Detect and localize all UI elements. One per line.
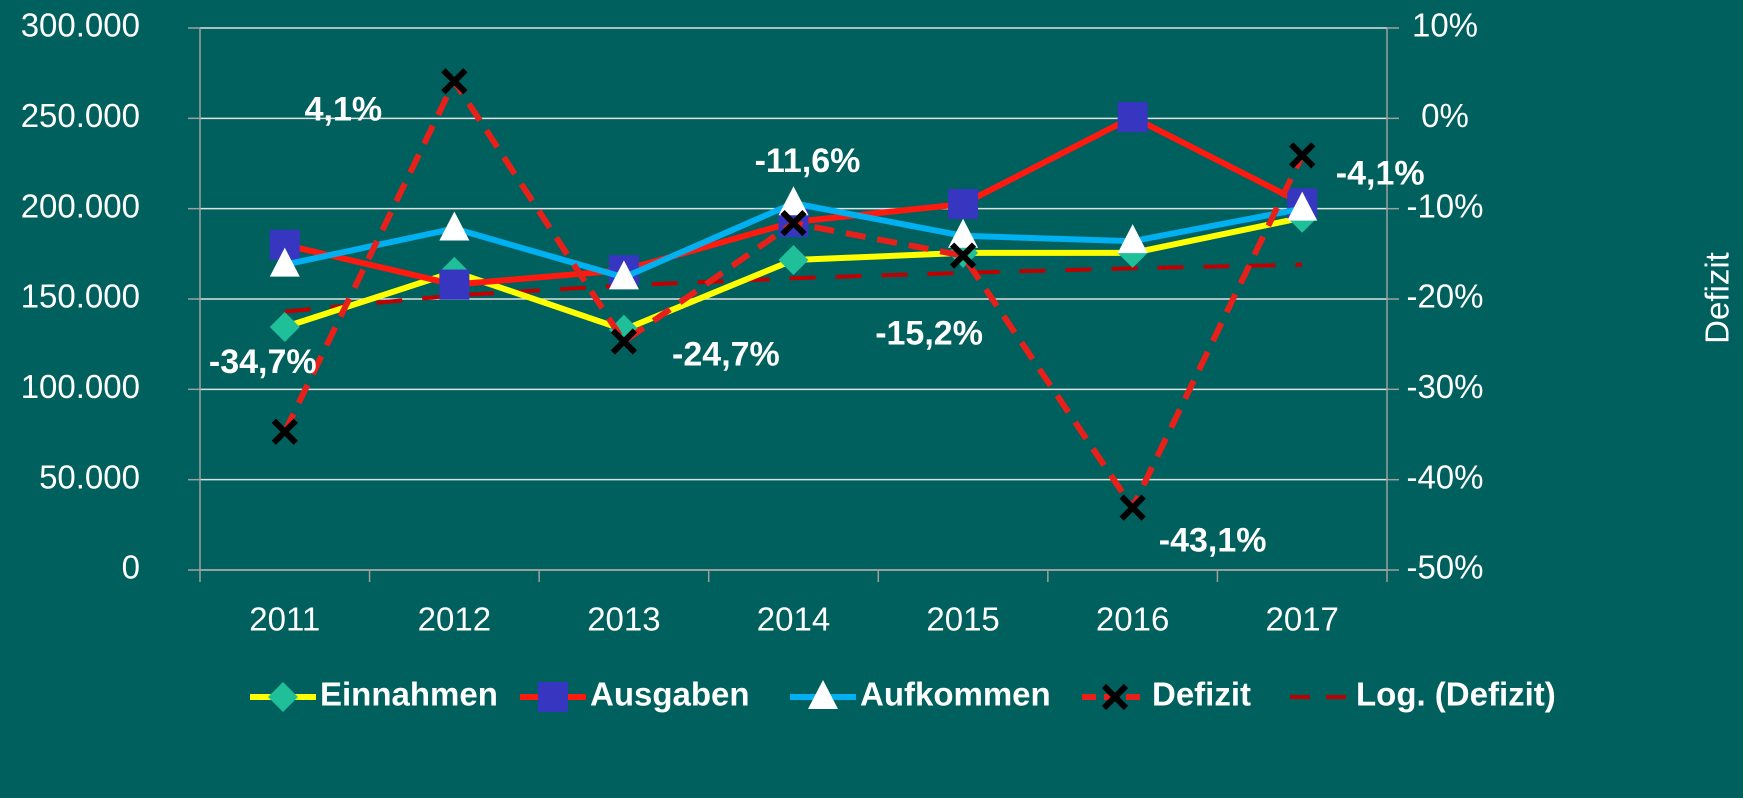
y-tick-label: 50.000: [39, 458, 140, 495]
data-label: -15,2%: [875, 315, 983, 353]
data-label: -24,7%: [672, 335, 780, 373]
point: [439, 211, 470, 241]
point: [271, 418, 298, 445]
legend-label: Einnahmen: [320, 676, 498, 713]
x-tick-label: 2017: [1266, 601, 1339, 638]
data-label: -4,1%: [1336, 154, 1425, 192]
legend-marker: [808, 680, 838, 709]
y-tick-label: 0: [122, 549, 140, 586]
y2-tick-label: -30%: [1406, 368, 1483, 405]
legend-marker: [1101, 683, 1129, 711]
point: [608, 260, 639, 290]
legend-label: Defizit: [1152, 676, 1251, 713]
legend-marker: [268, 682, 298, 712]
point: [948, 188, 979, 219]
x-tick-label: 2016: [1096, 601, 1169, 638]
point: [780, 209, 807, 237]
y2-tick-label: -10%: [1406, 187, 1483, 224]
x-tick-label: 2015: [926, 601, 999, 638]
point: [439, 269, 470, 300]
legend-label: Ausgaben: [590, 676, 750, 713]
y2-axis-label: Defizit: [1699, 252, 1736, 344]
point: [269, 312, 300, 343]
x-tick-label: 2012: [418, 601, 491, 638]
y-tick-label: 300.000: [21, 7, 140, 44]
point: [441, 68, 468, 95]
series-line: [284, 262, 1303, 314]
x-tick-label: 2011: [249, 601, 320, 638]
point: [1119, 494, 1146, 521]
y2-tick-label: -20%: [1406, 278, 1483, 315]
y2-tick-label: 10%: [1412, 7, 1478, 44]
point: [1117, 102, 1148, 133]
x-tick-label: 2014: [757, 601, 830, 638]
data-label: -34,7%: [209, 343, 317, 381]
point: [1117, 224, 1148, 254]
data-label: -43,1%: [1159, 522, 1267, 560]
y-tick-label: 100.000: [21, 368, 140, 405]
legend-label: Aufkommen: [860, 676, 1051, 713]
x-tick-label: 2013: [587, 601, 660, 638]
y2-tick-label: 0%: [1421, 97, 1469, 134]
point: [269, 247, 300, 277]
data-label: -11,6%: [755, 142, 861, 180]
point: [949, 242, 977, 269]
y2-tick-label: -50%: [1406, 549, 1483, 586]
point: [1287, 191, 1318, 221]
point: [778, 244, 809, 275]
y-tick-label: 150.000: [21, 278, 140, 315]
data-label: 4,1%: [305, 90, 383, 128]
point: [610, 328, 638, 355]
y-tick-label: 250.000: [21, 97, 140, 134]
y-tick-label: 200.000: [21, 187, 140, 224]
legend-marker: [538, 682, 568, 712]
y2-tick-label: -40%: [1406, 458, 1483, 495]
point: [948, 218, 979, 248]
point: [1289, 142, 1316, 169]
point: [778, 186, 809, 216]
legend-label: Log. (Defizit): [1356, 676, 1556, 713]
